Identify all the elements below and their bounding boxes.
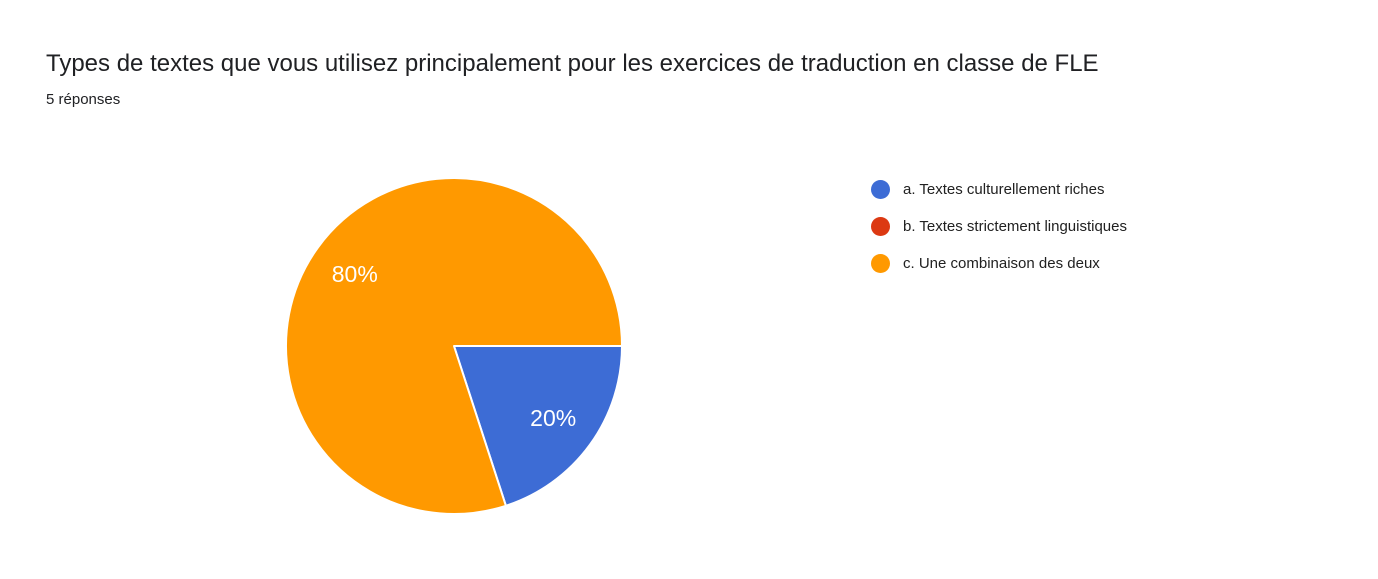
chart-title: Types de textes que vous utilisez princi…	[46, 50, 1099, 77]
legend-label-a: a. Textes culturellement riches	[903, 181, 1105, 198]
legend-item-a: a. Textes culturellement riches	[871, 171, 1127, 208]
pie-slice-2[interactable]	[285, 177, 623, 515]
legend-color-dot-a	[871, 180, 890, 199]
pie-slice-percent-label-2: 80%	[332, 261, 378, 287]
legend-color-dot-c	[871, 254, 890, 273]
pie-slice-0[interactable]	[453, 345, 623, 507]
legend-label-b: b. Textes strictement linguistiques	[903, 218, 1127, 235]
legend-item-b: b. Textes strictement linguistiques	[871, 208, 1127, 245]
legend-label-c: c. Une combinaison des deux	[903, 255, 1100, 272]
pie-slice-percent-label-0: 20%	[530, 405, 576, 431]
legend-item-c: c. Une combinaison des deux	[871, 245, 1127, 282]
responses-count: 5 réponses	[46, 91, 121, 108]
chart-legend: a. Textes culturellement riches b. Texte…	[871, 171, 1127, 282]
legend-color-dot-b	[871, 217, 890, 236]
